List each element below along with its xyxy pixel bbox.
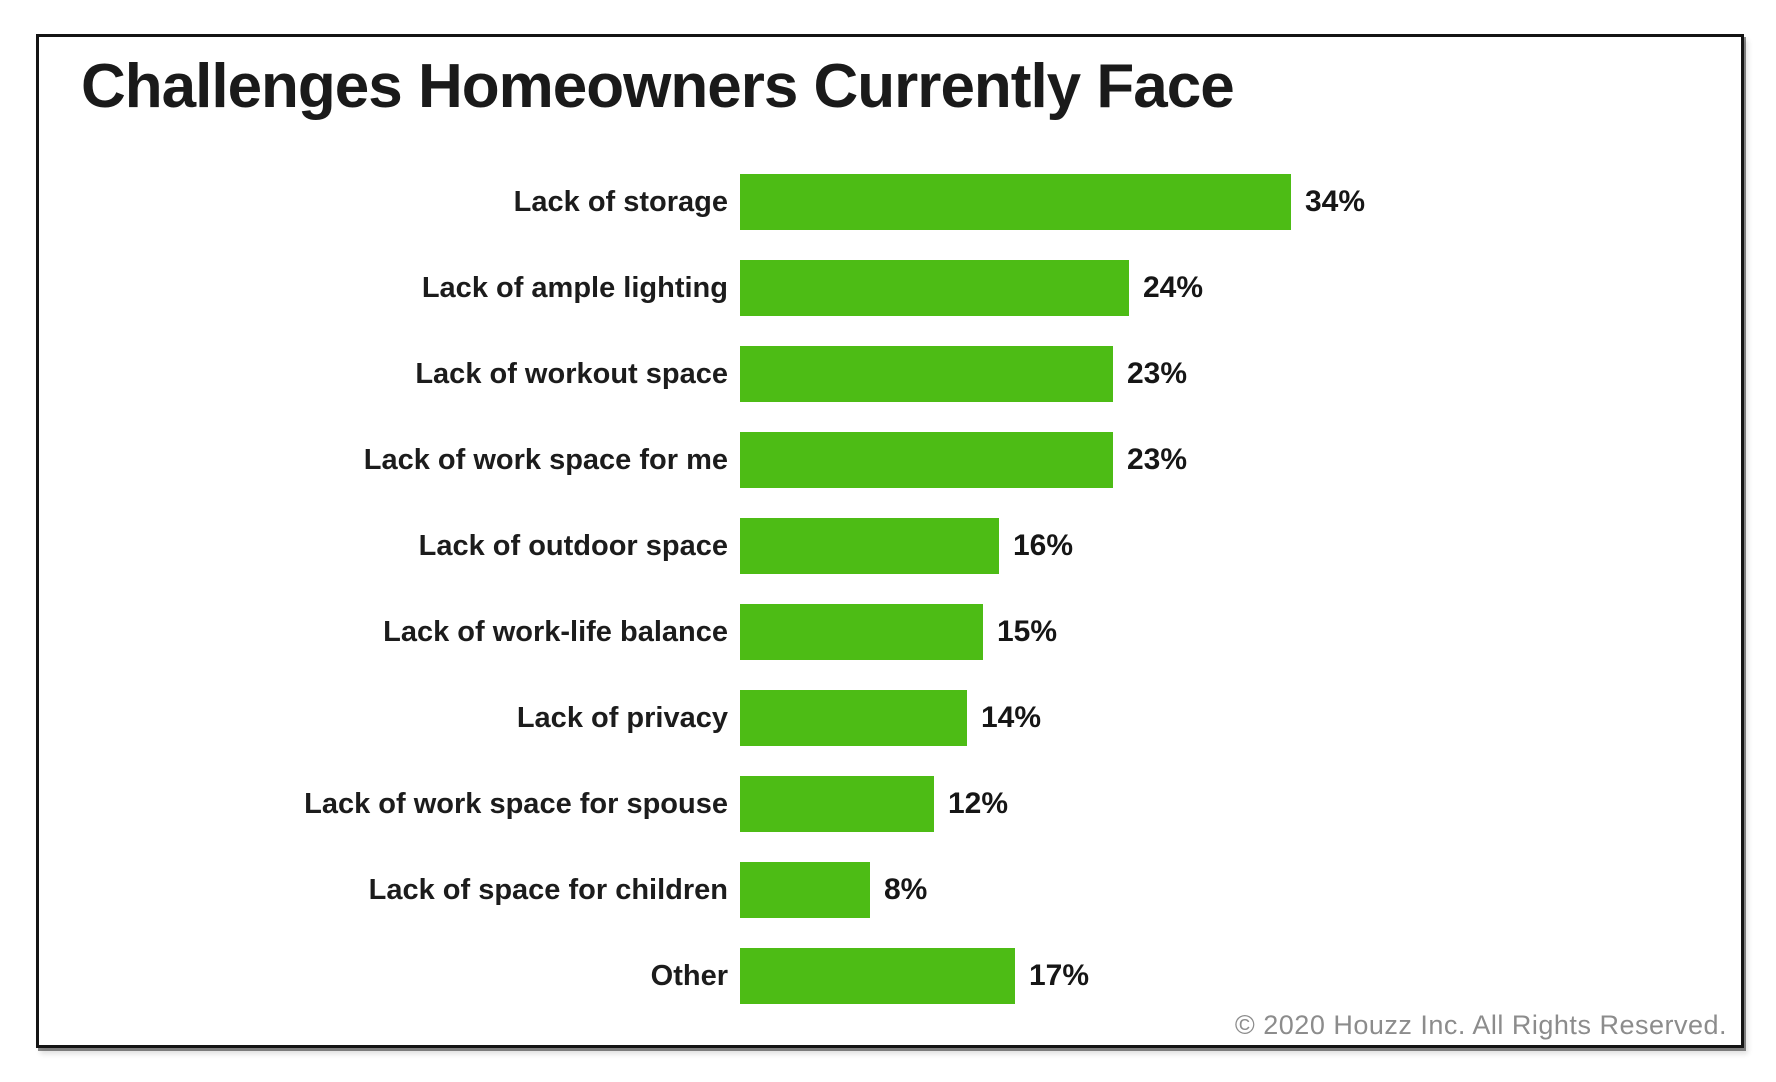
value-label: 8% — [884, 873, 928, 906]
bar — [740, 346, 1113, 402]
bar-track: 34% — [740, 174, 1741, 230]
value-label: 24% — [1143, 271, 1204, 304]
bar-track: 24% — [740, 260, 1741, 316]
value-label: 17% — [1029, 959, 1090, 992]
category-label: Lack of workout space — [415, 357, 728, 390]
bar-chart: Lack of storage 34% Lack of ample lighti… — [39, 174, 1741, 1034]
copyright-notice: © 2020 Houzz Inc. All Rights Reserved. — [1234, 1010, 1727, 1040]
bar — [740, 862, 870, 918]
bar — [740, 174, 1291, 230]
chart-row: Lack of space for children 8% — [39, 862, 1741, 918]
bar-track: 8% — [740, 862, 1741, 918]
chart-row: Lack of work-life balance 15% — [39, 604, 1741, 660]
bar-track: 17% — [740, 948, 1741, 1004]
bar-track: 16% — [740, 518, 1741, 574]
bar — [740, 948, 1015, 1004]
chart-row: Lack of privacy 14% — [39, 690, 1741, 746]
category-label: Lack of space for children — [368, 873, 728, 906]
value-label: 23% — [1127, 357, 1188, 390]
category-label: Lack of outdoor space — [418, 529, 728, 562]
bar — [740, 690, 967, 746]
bar-track: 23% — [740, 346, 1741, 402]
bar-track: 15% — [740, 604, 1741, 660]
chart-row: Lack of ample lighting 24% — [39, 260, 1741, 316]
category-label: Other — [650, 959, 728, 992]
category-label: Lack of work space for spouse — [304, 787, 728, 820]
chart-card: Challenges Homeowners Currently Face Lac… — [36, 34, 1744, 1048]
category-label: Lack of work-life balance — [383, 615, 728, 648]
chart-title: Challenges Homeowners Currently Face — [81, 52, 1235, 121]
chart-row: Other 17% — [39, 948, 1741, 1004]
chart-row: Lack of storage 34% — [39, 174, 1741, 230]
value-label: 15% — [997, 615, 1058, 648]
chart-row: Lack of work space for me 23% — [39, 432, 1741, 488]
bar-track: 23% — [740, 432, 1741, 488]
chart-row: Lack of outdoor space 16% — [39, 518, 1741, 574]
value-label: 16% — [1013, 529, 1074, 562]
bar-track: 12% — [740, 776, 1741, 832]
value-label: 23% — [1127, 443, 1188, 476]
chart-row: Lack of workout space 23% — [39, 346, 1741, 402]
bar — [740, 260, 1129, 316]
bar — [740, 776, 934, 832]
value-label: 12% — [948, 787, 1009, 820]
bar-track: 14% — [740, 690, 1741, 746]
chart-row: Lack of work space for spouse 12% — [39, 776, 1741, 832]
value-label: 34% — [1305, 185, 1366, 218]
bar — [740, 432, 1113, 488]
category-label: Lack of work space for me — [363, 443, 728, 476]
value-label: 14% — [981, 701, 1042, 734]
category-label: Lack of storage — [513, 185, 728, 218]
bar — [740, 518, 999, 574]
bar — [740, 604, 983, 660]
category-label: Lack of ample lighting — [421, 271, 728, 304]
category-label: Lack of privacy — [516, 701, 728, 734]
